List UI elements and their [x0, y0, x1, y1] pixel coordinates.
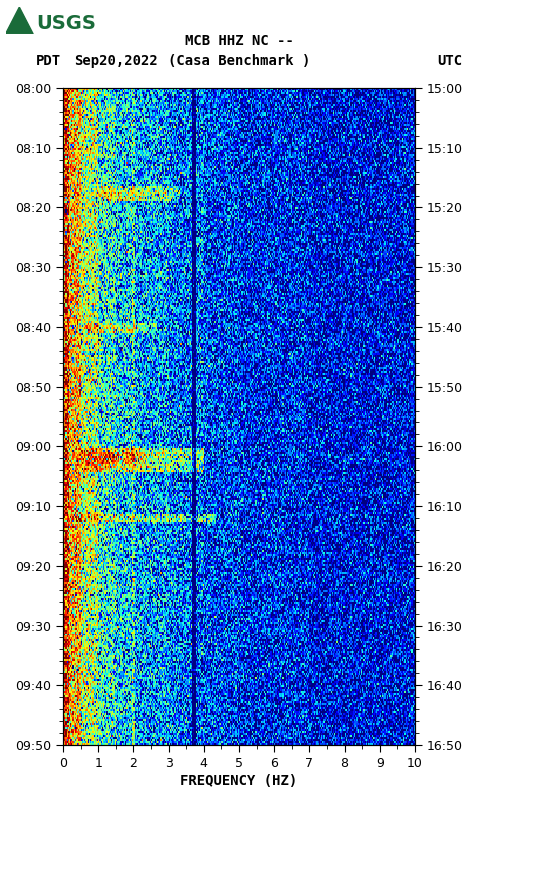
Text: USGS: USGS	[36, 13, 95, 33]
Text: UTC: UTC	[437, 54, 462, 69]
Text: PDT: PDT	[35, 54, 61, 69]
Polygon shape	[6, 7, 33, 34]
Text: (Casa Benchmark ): (Casa Benchmark )	[168, 54, 310, 69]
Text: MCB HHZ NC --: MCB HHZ NC --	[184, 34, 294, 48]
X-axis label: FREQUENCY (HZ): FREQUENCY (HZ)	[181, 774, 298, 788]
Text: Sep20,2022: Sep20,2022	[74, 54, 158, 69]
